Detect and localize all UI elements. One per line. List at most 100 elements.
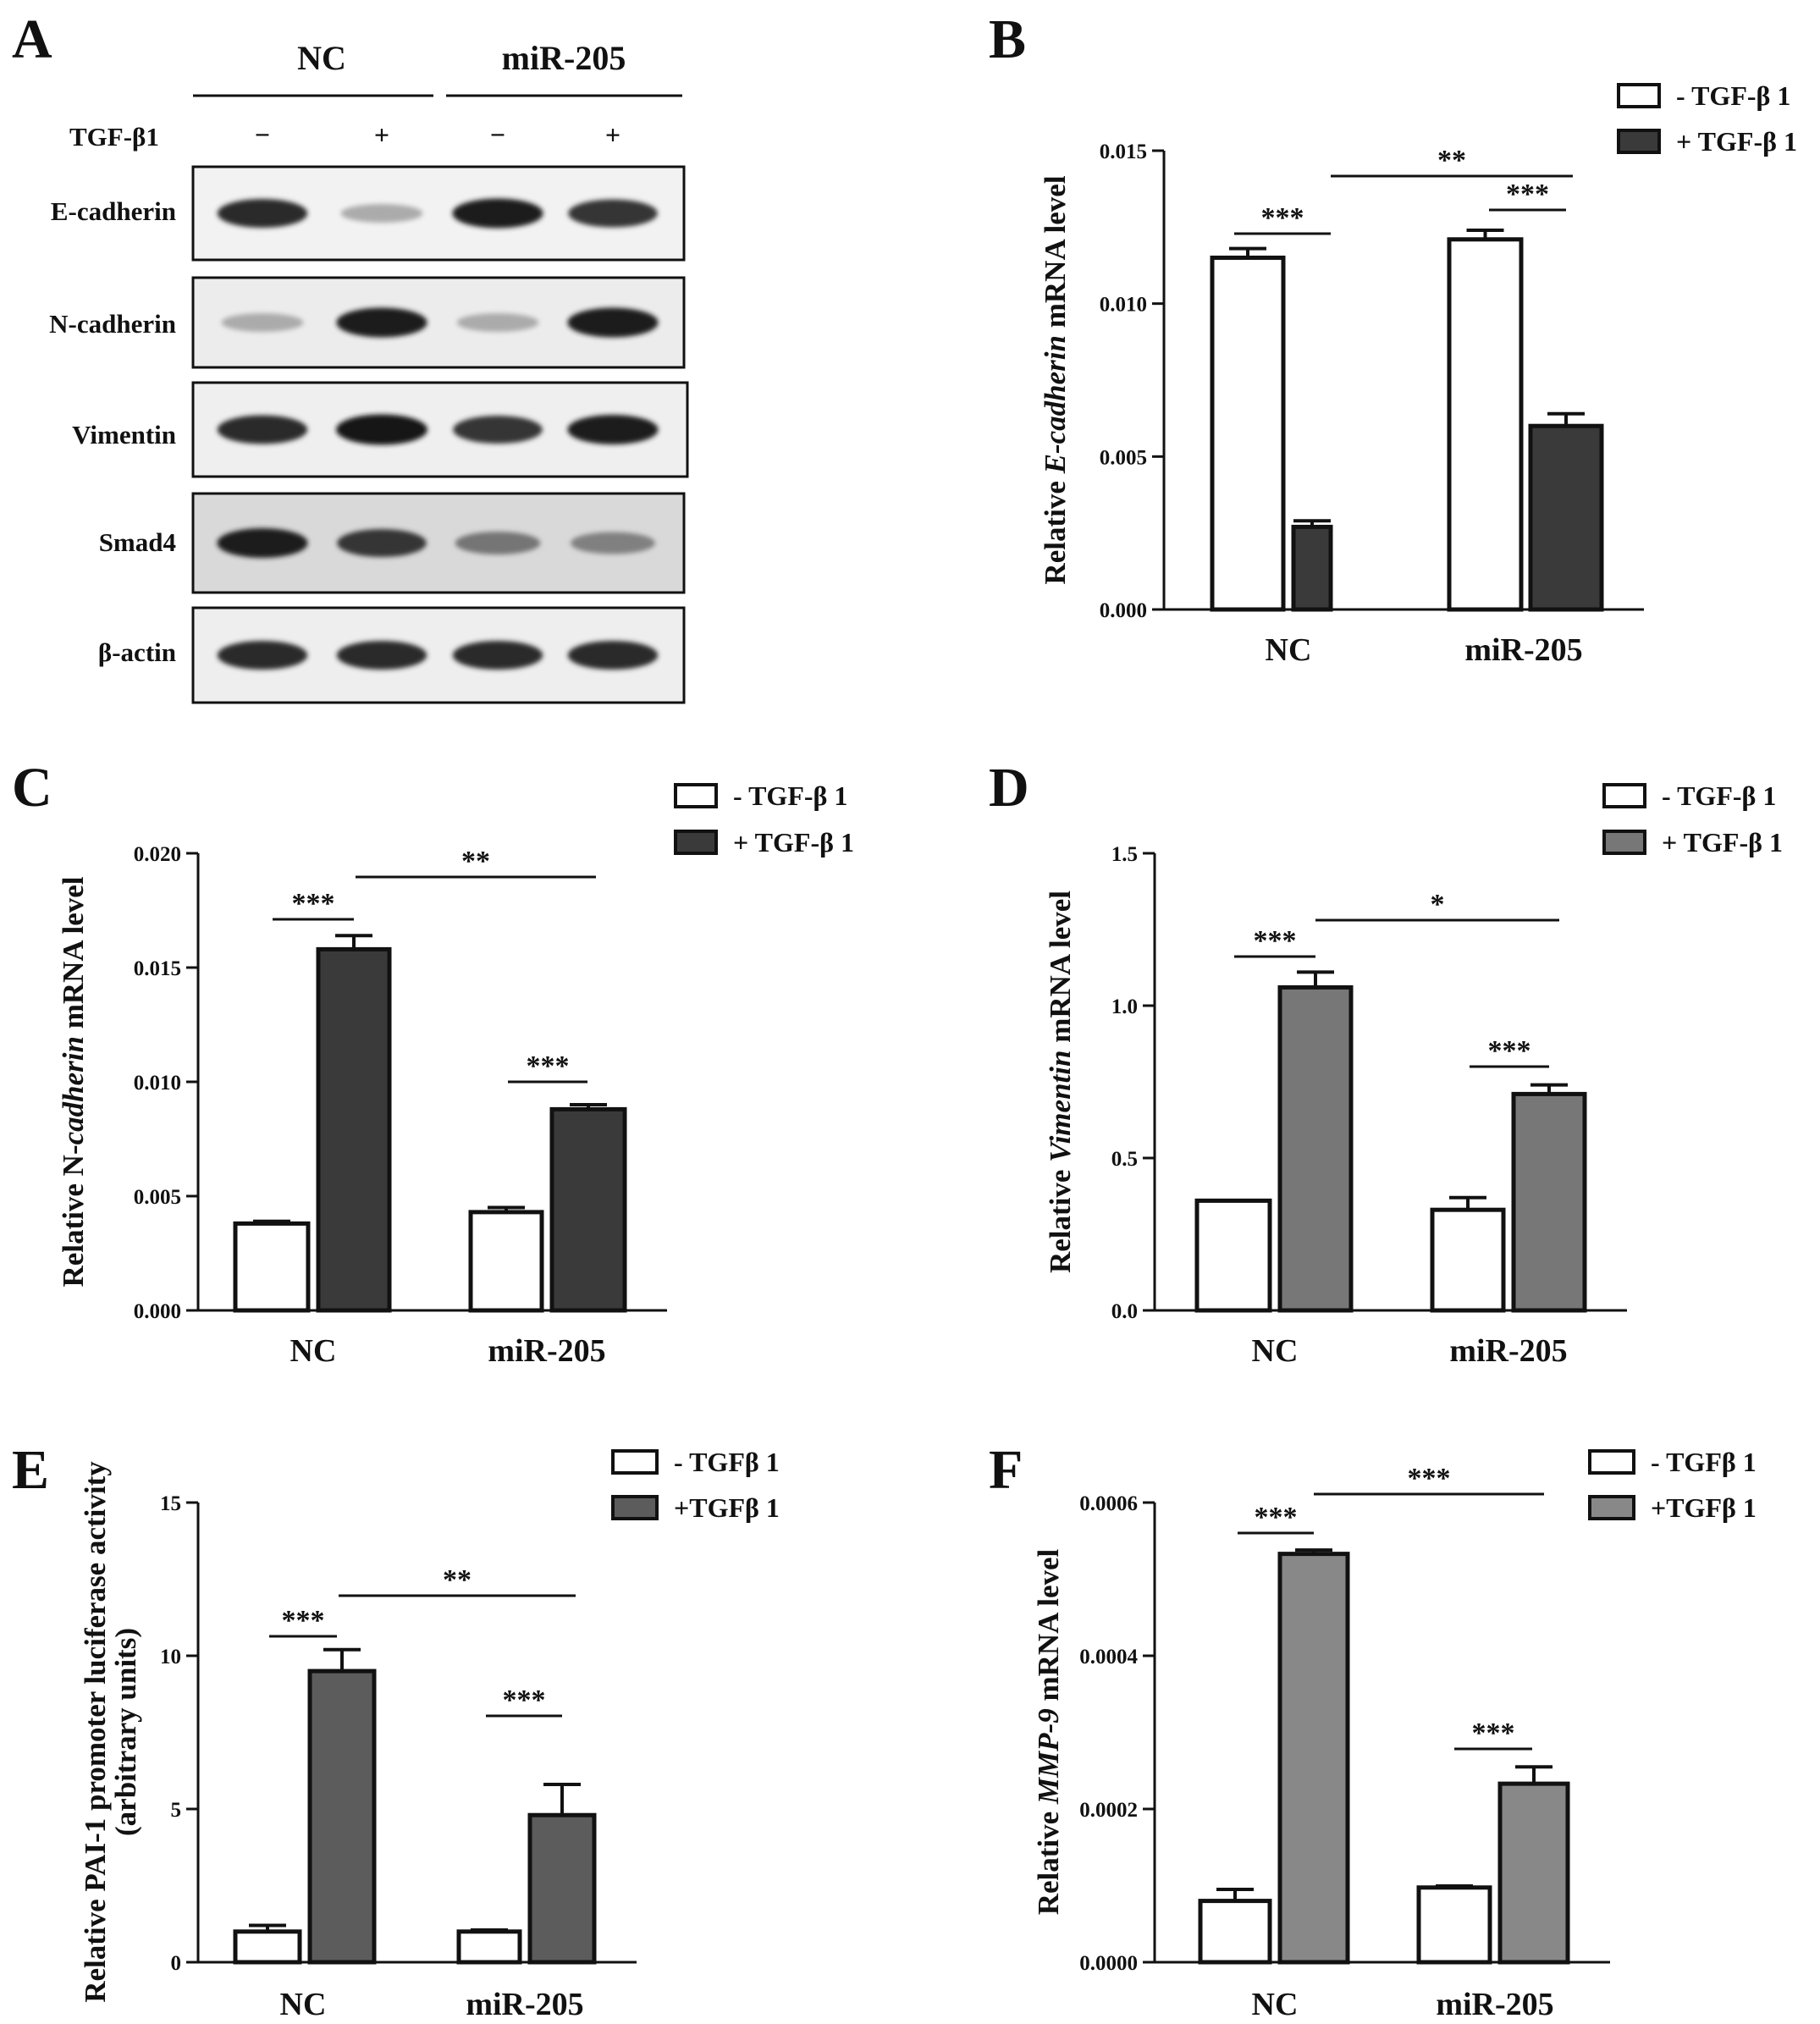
category-label: miR-205 — [466, 1987, 583, 2022]
legend-swatch-1 — [1617, 83, 1661, 108]
panel-a-western-blot: A NC miR-205 TGF-β1 − + − + E-cadherin N-… — [12, 8, 689, 704]
treatment-sign-2: + — [374, 119, 389, 150]
legend-label-2: +TGFβ 1 — [1651, 1492, 1757, 1523]
legend-swatch-2 — [1602, 830, 1646, 855]
bar-plus-tgf-mir-205 — [1528, 423, 1604, 612]
panel-label-b: B — [989, 8, 1026, 70]
significance-marker: ** — [461, 846, 490, 877]
blot-label-2: Vimentin — [72, 420, 176, 449]
legend-label-1: - TGFβ 1 — [1651, 1447, 1757, 1477]
panel-label-c: C — [12, 757, 52, 819]
legend-swatch-1 — [1588, 1449, 1635, 1475]
bar-minus-tgf-mir-205 — [1416, 1885, 1492, 1965]
legend-swatch-2 — [611, 1495, 659, 1520]
legend-label-1: - TGF-β 1 — [733, 780, 847, 811]
bar-minus-tgf-nc — [233, 1929, 302, 1965]
significance-marker: *** — [503, 1685, 546, 1716]
y-tick-label: 0.005 — [1100, 446, 1147, 469]
blot-label-3: Smad4 — [99, 527, 176, 557]
bar-plus-tgf-mir-205 — [1497, 1781, 1570, 1965]
blot-band-2-lane-4 — [567, 415, 659, 444]
blot-label-4: β-actin — [98, 637, 176, 667]
blot-band-3-lane-1 — [217, 528, 308, 558]
blot-band-2-lane-2 — [336, 414, 427, 445]
group-header-mir205: miR-205 — [502, 39, 626, 77]
y-axis-title-part: Relative N- — [57, 1144, 90, 1287]
y-tick-label: 1.5 — [1111, 843, 1138, 866]
blot-band-2-lane-3 — [453, 416, 543, 444]
significance-marker: ** — [443, 1564, 472, 1596]
significance-marker: *** — [1261, 202, 1304, 234]
legend-label-1: - TGF-β 1 — [1662, 780, 1776, 811]
bar-plus-tgf-nc — [316, 946, 392, 1313]
blot-band-0-lane-3 — [452, 198, 543, 229]
legend-label-1: - TGFβ 1 — [674, 1447, 780, 1477]
legend-label-2: + TGF-β 1 — [1662, 827, 1783, 858]
blot-band-0-lane-4 — [568, 199, 658, 228]
panel-label-a: A — [12, 8, 52, 70]
y-tick-label: 1.0 — [1111, 995, 1138, 1018]
blot-band-4-lane-1 — [217, 641, 308, 670]
significance-marker: *** — [1255, 1502, 1298, 1533]
legend-swatch-1 — [674, 783, 718, 808]
y-axis-title-part: Relative — [1044, 1162, 1077, 1273]
y-axis-title-part: Relative — [1032, 1804, 1065, 1915]
y-tick-label: 0.015 — [1100, 141, 1147, 163]
blot-band-1-lane-1 — [221, 313, 304, 332]
y-tick-label: 0.0002 — [1079, 1799, 1138, 1822]
panel-e-chart: E 0 5 10 15 NC miR-205 Relative PAI-1 promoter… — [12, 1439, 780, 2022]
treatment-label: TGF-β1 — [69, 122, 159, 152]
bar-minus-tgf-nc — [1198, 1899, 1272, 1965]
y-axis-title: Relative E-cadherin mRNA level — [1039, 175, 1072, 584]
bar-minus-tgf-nc — [1210, 255, 1286, 612]
y-axis-title-part: mRNA level — [1044, 891, 1077, 1051]
group-header-nc: NC — [297, 39, 346, 77]
category-label: miR-205 — [1436, 1987, 1553, 2022]
y-axis-title-line-1: Relative PAI-1 promoter luciferase activ… — [79, 1461, 112, 2003]
y-tick-label: 0.010 — [134, 1072, 181, 1095]
bar-plus-tgf-mir-205 — [527, 1812, 597, 1965]
blot-band-0-lane-1 — [217, 199, 308, 228]
significance-marker: *** — [1488, 1035, 1531, 1067]
significance-marker: *** — [1506, 179, 1549, 210]
y-tick-label: 0.020 — [134, 843, 181, 866]
legend-label-2: + TGF-β 1 — [1676, 126, 1797, 157]
y-axis-title-line-2: (arbitrary units) — [109, 1628, 142, 1836]
blot-band-2-lane-1 — [217, 415, 308, 444]
panel-f-chart: F 0.0000 0.0002 0.0004 0.0006 NC miR-205 Relat… — [989, 1439, 1757, 2022]
y-axis-title-part: MMP-9 — [1032, 1708, 1065, 1805]
blot-band-4-lane-2 — [336, 641, 427, 670]
bar-minus-tgf-mir-205 — [1447, 237, 1524, 612]
panel-d-chart: D 0.0 0.5 1.0 1.5 NC miR-205 Relative Vimentin… — [989, 757, 1783, 1369]
bar-plus-tgf-mir-205 — [1511, 1091, 1587, 1313]
y-axis-title-part: cadherin — [57, 1036, 90, 1144]
y-axis-title-part: mRNA level — [1032, 1548, 1065, 1708]
legend-swatch-2 — [674, 830, 718, 855]
y-tick-label: 0.0006 — [1079, 1492, 1138, 1515]
treatment-sign-4: + — [605, 119, 620, 150]
blot-band-4-lane-3 — [452, 641, 543, 670]
blot-band-3-lane-2 — [337, 529, 427, 557]
y-axis-title: Relative MMP-9 mRNA level — [1032, 1548, 1065, 1915]
y-tick-label: 0.0 — [1111, 1300, 1138, 1323]
y-tick-label: 0.0004 — [1079, 1646, 1138, 1668]
bar-plus-tgf-nc — [1291, 524, 1333, 612]
legend-label-2: + TGF-β 1 — [733, 827, 854, 858]
panel-c-chart: C 0.000 0.005 0.010 0.015 0.020 NC miR-205 Rela… — [12, 757, 854, 1369]
category-label: NC — [290, 1333, 337, 1369]
y-axis-title: Relative Vimentin mRNA level — [1044, 891, 1077, 1273]
panel-label-e: E — [12, 1439, 49, 1501]
panel-b-chart: B 0.000 0.005 0.010 0.015 NC miR-205 Relative … — [989, 8, 1797, 668]
treatment-sign-3: − — [490, 119, 505, 150]
y-axis-title-part: Vimentin — [1044, 1051, 1077, 1162]
bar-plus-tgf-nc — [307, 1668, 377, 1965]
y-axis-title: Relative N-cadherin mRNA level — [57, 876, 90, 1287]
blot-band-1-lane-4 — [567, 307, 659, 338]
legend-label-2: +TGFβ 1 — [674, 1492, 780, 1523]
legend-swatch-1 — [611, 1449, 659, 1475]
bar-minus-tgf-mir-205 — [456, 1929, 522, 1965]
y-tick-label: 0.005 — [134, 1186, 181, 1209]
significance-marker: *** — [1472, 1718, 1515, 1749]
y-tick-label: 5 — [171, 1799, 182, 1822]
panel-label-d: D — [989, 757, 1029, 819]
